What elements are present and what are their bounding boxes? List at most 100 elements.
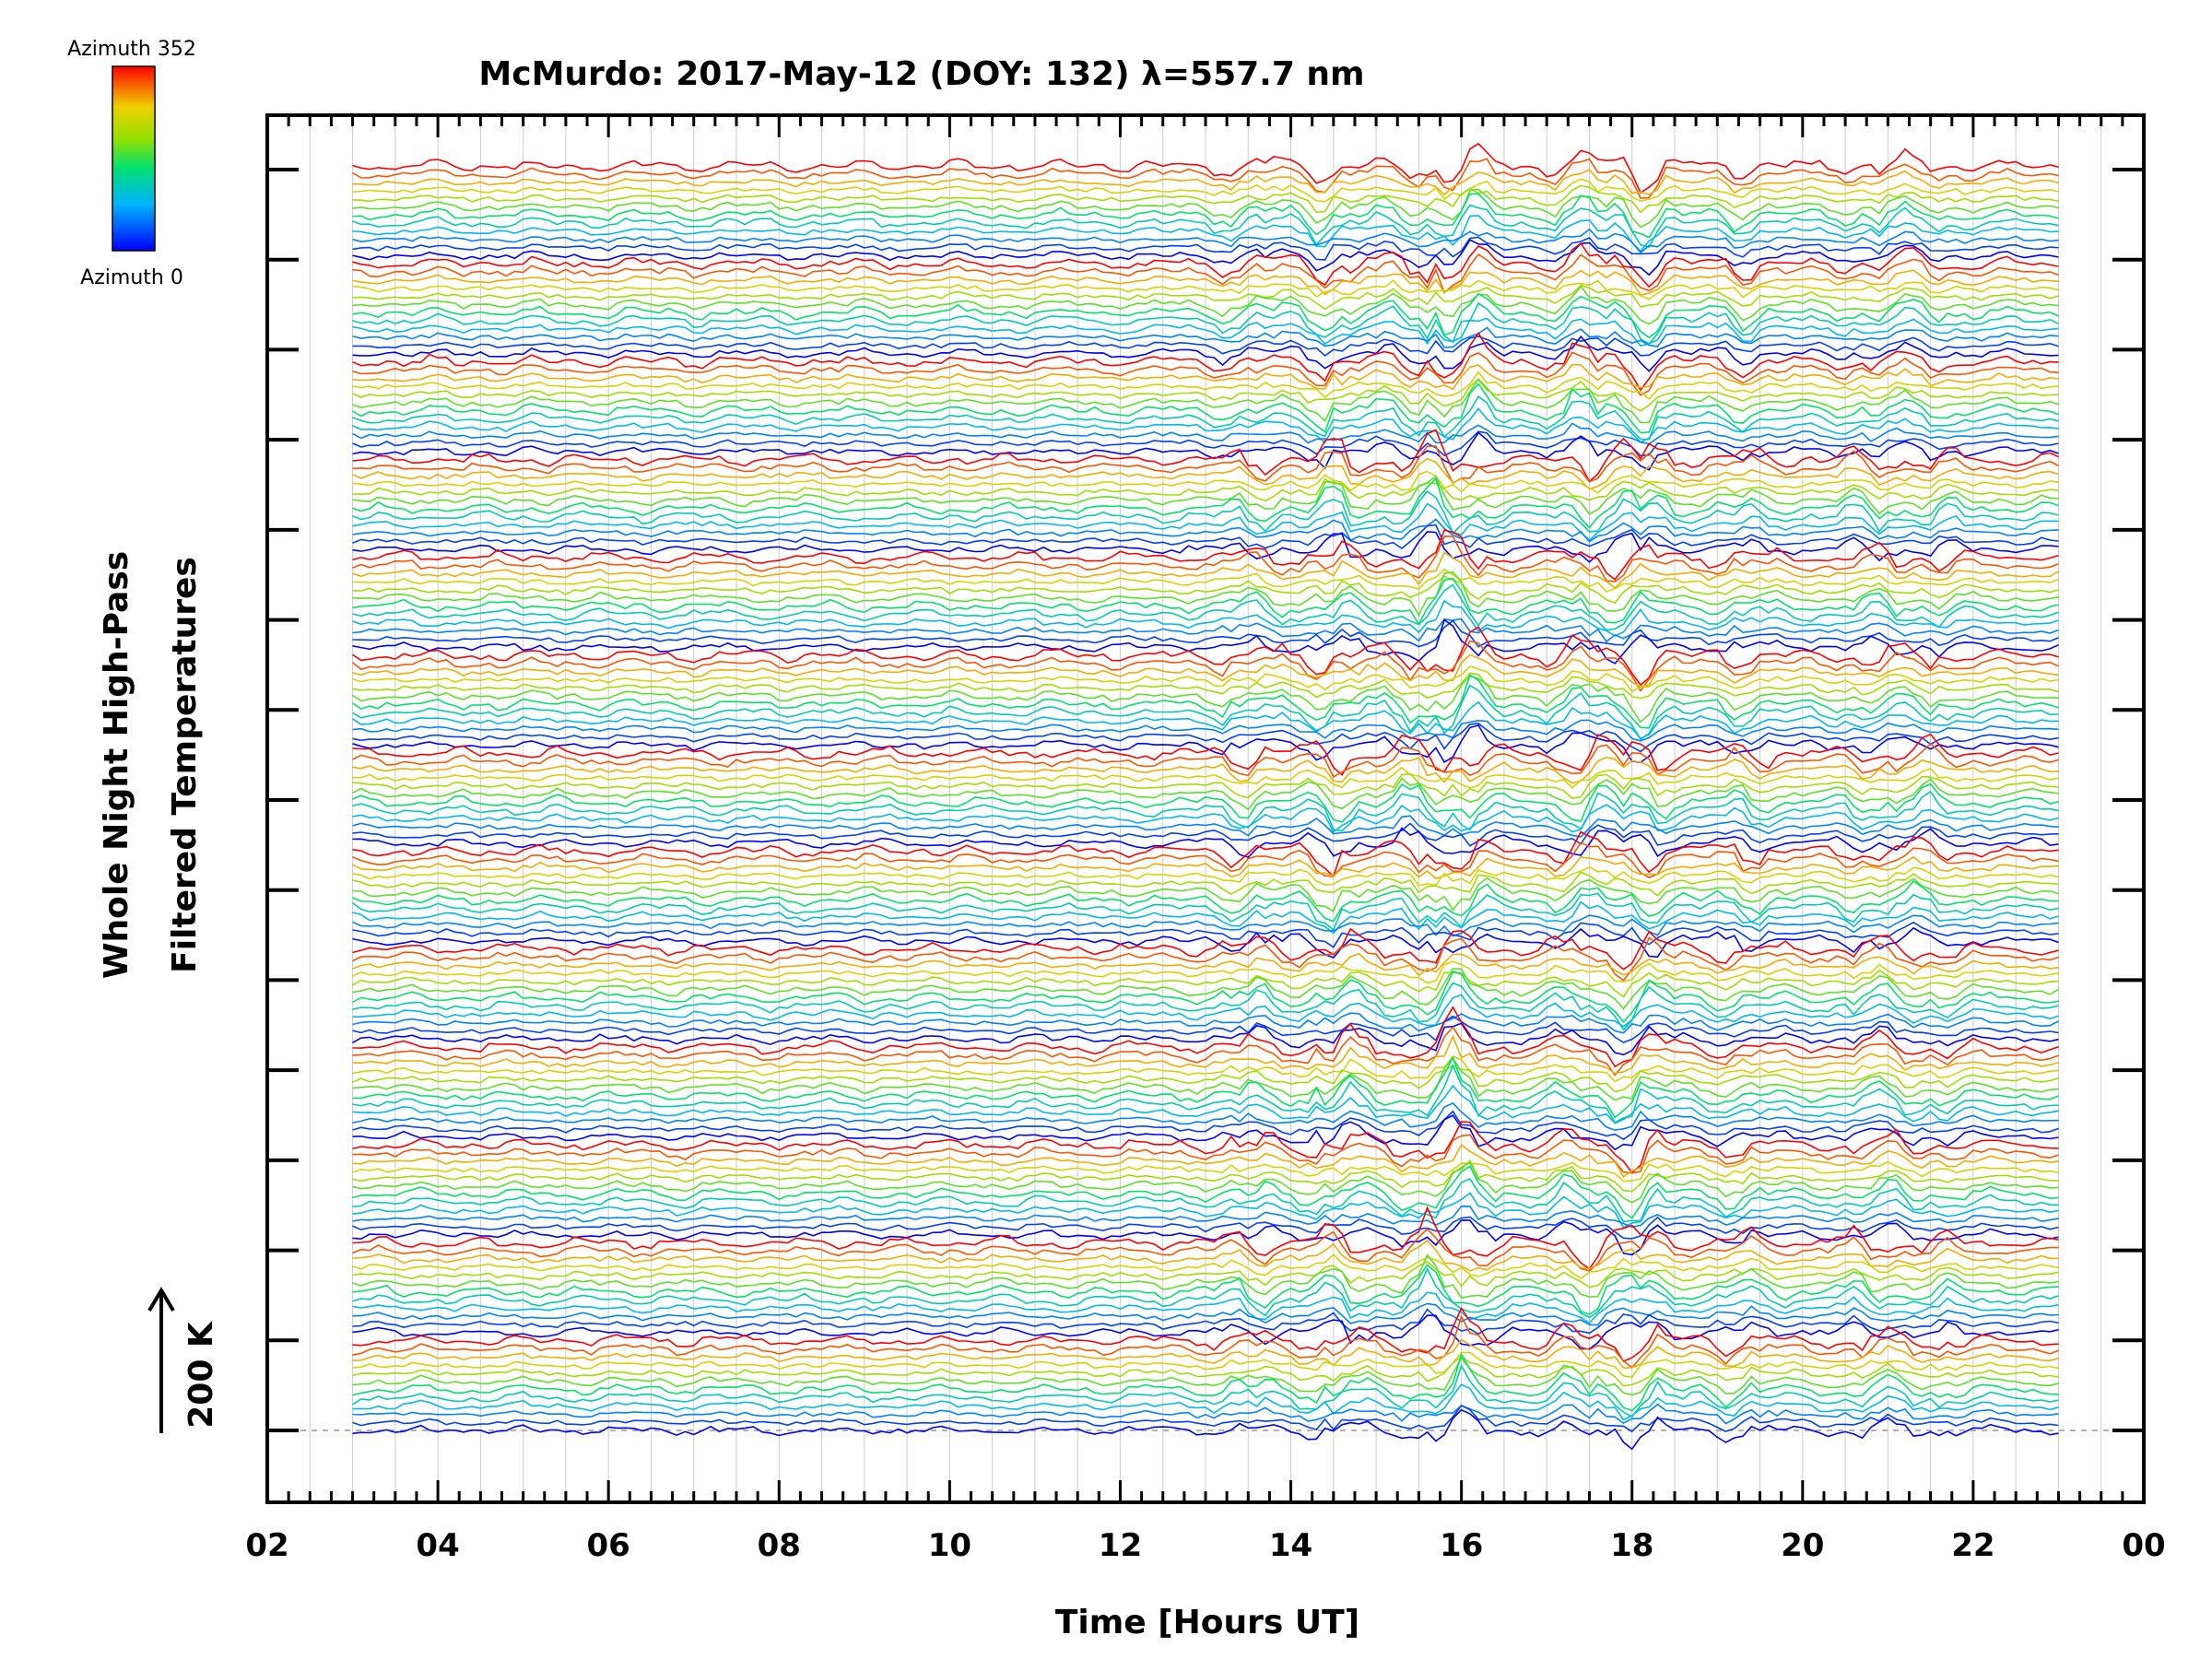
- azimuth-trace: [352, 204, 2059, 248]
- x-tick-label: 02: [245, 1527, 288, 1564]
- scale-label: 200 K: [182, 1321, 220, 1429]
- azimuth-trace: [352, 914, 2059, 937]
- azimuth-trace: [352, 1219, 2059, 1256]
- x-tick-label: 14: [1269, 1527, 1312, 1564]
- azimuth-trace: [352, 742, 2059, 779]
- azimuth-trace: [352, 756, 2059, 784]
- colorbar-bottom-label: Azimuth 0: [80, 266, 183, 289]
- azimuth-trace: [352, 640, 2059, 692]
- azimuth-trace: [352, 830, 2059, 878]
- azimuth-trace: [352, 142, 2059, 194]
- azimuth-trace: [352, 317, 2059, 347]
- azimuth-trace: [352, 971, 2059, 1024]
- azimuth-trace: [352, 279, 2059, 300]
- azimuth-trace: [352, 1306, 2059, 1363]
- azimuth-trace: [352, 665, 2059, 693]
- azimuth-trace: [352, 269, 2059, 297]
- azimuth-trace: [352, 723, 2059, 753]
- x-tick-label: 08: [758, 1527, 801, 1564]
- azimuth-trace: [352, 994, 2059, 1028]
- x-tick-label: 18: [1610, 1527, 1653, 1564]
- azimuth-trace: [352, 502, 2059, 542]
- scale-indicator: 200 K: [147, 1287, 220, 1433]
- azimuth-trace: [352, 1101, 2059, 1131]
- azimuth-trace: [352, 193, 2059, 239]
- azimuth-trace: [352, 575, 2059, 605]
- azimuth-trace: [352, 1084, 2059, 1124]
- azimuth-trace: [352, 477, 2059, 529]
- azimuth-trace: [352, 900, 2059, 935]
- chart-title: McMurdo: 2017-May-12 (DOY: 132) λ=557.7 …: [478, 55, 1364, 93]
- azimuth-trace: [352, 1206, 2059, 1270]
- azimuth-trace: [352, 1308, 2059, 1335]
- azimuth-trace: [352, 215, 2059, 253]
- colorbar-legend: Azimuth 352 Azimuth 0: [67, 38, 196, 289]
- x-axis-title: Time [Hours UT]: [1055, 1604, 1359, 1641]
- azimuth-trace: [352, 169, 2059, 196]
- azimuth-trace: [352, 1352, 2059, 1412]
- scale-arrow-head: [147, 1287, 175, 1312]
- azimuth-trace: [352, 926, 2059, 959]
- azimuth-trace: [352, 1239, 2059, 1272]
- y-axis-title-line1: Whole Night High-Pass: [98, 551, 135, 979]
- azimuth-trace: [352, 626, 2059, 687]
- azimuth-trace: [352, 777, 2059, 811]
- azimuth-trace: [352, 1216, 2059, 1240]
- azimuth-trace: [352, 970, 2059, 998]
- azimuth-trace: [352, 475, 2059, 515]
- colorbar-top-label: Azimuth 352: [67, 38, 196, 61]
- azimuth-trace: [352, 1404, 2059, 1433]
- azimuth-trace: [352, 524, 2059, 549]
- azimuth-trace: [352, 927, 2059, 971]
- azimuth-trace: [352, 535, 2059, 582]
- azimuth-trace: [352, 822, 2059, 847]
- x-tick-label: 20: [1781, 1527, 1824, 1564]
- azimuth-trace: [352, 284, 2059, 311]
- azimuth-trace: [352, 371, 2059, 401]
- azimuth-trace: [352, 529, 2059, 581]
- azimuth-trace: [352, 445, 2059, 485]
- azimuth-trace: [352, 429, 2059, 483]
- azimuth-trace: [352, 1291, 2059, 1324]
- azimuth-trace: [352, 675, 2059, 724]
- azimuth-trace: [352, 518, 2059, 543]
- azimuth-trace: [352, 1314, 2059, 1350]
- azimuth-trace: [352, 571, 2059, 617]
- azimuth-trace: [352, 378, 2059, 412]
- azimuth-trace: [352, 1260, 2059, 1288]
- azimuth-trace: [352, 733, 2059, 777]
- azimuth-trace: [352, 1351, 2059, 1379]
- azimuth-trace: [352, 841, 2059, 879]
- azimuth-trace: [352, 490, 2059, 535]
- azimuth-trace: [352, 1056, 2059, 1101]
- azimuth-trace: [352, 1266, 2059, 1319]
- azimuth-trace: [352, 952, 2059, 977]
- azimuth-trace: [352, 1026, 2059, 1077]
- x-tick-label: 00: [2122, 1527, 2165, 1564]
- azimuth-trace: [352, 871, 2059, 897]
- azimuth-trace: [352, 1161, 2059, 1204]
- azimuth-trace: [352, 1065, 2059, 1093]
- azimuth-trace: [352, 326, 2059, 348]
- azimuth-trace: [352, 253, 2059, 294]
- azimuth-trace: [352, 865, 2059, 887]
- azimuth-trace: [352, 285, 2059, 325]
- azimuth-trace: [352, 1165, 2059, 1219]
- azimuth-trace: [352, 1264, 2059, 1315]
- azimuth-trace: [352, 477, 2059, 502]
- azimuth-trace: [352, 422, 2059, 445]
- azimuth-trace: [352, 1143, 2059, 1178]
- azimuth-trace: [352, 377, 2059, 424]
- azimuth-trace: [352, 1253, 2059, 1280]
- azimuth-trace: [352, 879, 2059, 923]
- azimuth-trace: [352, 772, 2059, 799]
- azimuth-trace: [352, 335, 2059, 358]
- x-tick-label: 12: [1099, 1527, 1142, 1564]
- azimuth-trace: [352, 724, 2059, 764]
- azimuth-trace: [352, 1302, 2059, 1326]
- azimuth-trace: [352, 827, 2059, 859]
- azimuth-trace: [352, 960, 2059, 984]
- azimuth-trace: [352, 178, 2059, 203]
- azimuth-trace: [352, 766, 2059, 790]
- azimuth-trace: [352, 430, 2059, 457]
